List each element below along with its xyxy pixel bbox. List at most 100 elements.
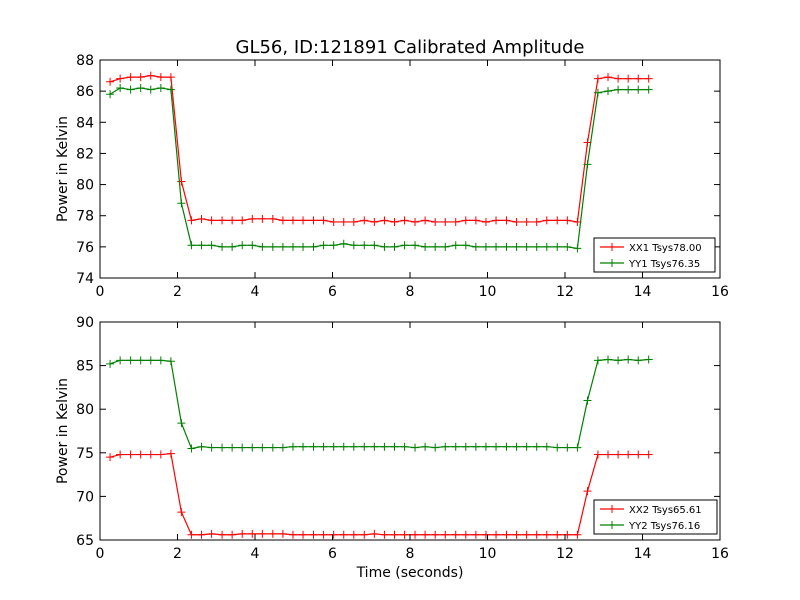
data-point — [166, 357, 175, 366]
data-point — [339, 442, 348, 451]
data-point — [329, 442, 338, 451]
data-point — [207, 216, 216, 225]
data-point — [604, 73, 613, 82]
data-point — [421, 442, 430, 451]
bottom-plot: 0 2 4 6 8 10 12 14 16 65 70 75 80 85 90 Power in Kelvin… — [55, 315, 729, 581]
y-tick-label: 74 — [76, 271, 94, 287]
y-tick-label: 88 — [76, 53, 94, 69]
data-point — [512, 217, 521, 226]
data-point — [502, 242, 511, 251]
y-tick-label: 85 — [76, 359, 94, 375]
x-tick-label: 0 — [96, 284, 105, 300]
chart-title: GL56, ID:121891 Calibrated Amplitude — [236, 37, 585, 58]
legend-label-2: YY1 Tsys76.35 — [628, 259, 700, 270]
data-point — [573, 530, 582, 539]
data-point — [370, 241, 379, 250]
data-point — [268, 529, 277, 538]
x-tick-label: 16 — [711, 546, 729, 562]
data-point — [360, 442, 369, 451]
data-point — [441, 242, 450, 251]
data-point — [604, 450, 613, 459]
data-point — [258, 214, 267, 223]
data-point — [451, 241, 460, 250]
data-point — [411, 241, 420, 250]
data-point — [421, 530, 430, 539]
x-tick-label: 6 — [328, 284, 337, 300]
data-point — [573, 244, 582, 253]
data-point — [380, 442, 389, 451]
data-point — [522, 242, 531, 251]
data-point — [248, 214, 257, 223]
data-point — [431, 217, 440, 226]
data-point — [563, 242, 572, 251]
data-point — [512, 530, 521, 539]
data-point — [116, 84, 125, 93]
data-point — [370, 217, 379, 226]
data-point — [553, 216, 562, 225]
data-point — [380, 242, 389, 251]
data-point — [278, 216, 287, 225]
data-point — [461, 530, 470, 539]
data-point — [441, 442, 450, 451]
data-point — [207, 443, 216, 452]
data-point — [542, 242, 551, 251]
data-point — [238, 529, 247, 538]
data-point — [604, 87, 613, 96]
data-point — [177, 419, 186, 428]
data-point — [319, 530, 328, 539]
data-point — [553, 443, 562, 452]
data-point — [299, 442, 308, 451]
data-point — [614, 74, 623, 83]
data-point — [624, 450, 633, 459]
data-point — [218, 242, 227, 251]
data-point — [461, 216, 470, 225]
data-point — [634, 356, 643, 365]
data-point — [421, 242, 430, 251]
data-point — [380, 216, 389, 225]
legend-marker-1 — [608, 243, 616, 251]
data-point — [268, 214, 277, 223]
data-point — [481, 242, 490, 251]
data-point — [532, 442, 541, 451]
data-point — [522, 530, 531, 539]
data-point — [431, 443, 440, 452]
y-tick-label: 90 — [76, 315, 94, 331]
data-point — [309, 530, 318, 539]
data-point — [136, 73, 145, 82]
data-point — [502, 216, 511, 225]
data-point — [471, 216, 480, 225]
data-point — [349, 442, 358, 451]
data-point — [451, 217, 460, 226]
top-plot: 0 2 4 6 8 10 12 14 16 74 76 78 80 82 84 86 88 Power in Ke… — [55, 53, 729, 300]
data-point — [624, 355, 633, 364]
data-point — [644, 355, 653, 364]
legend-label-1: XX1 Tsys78.00 — [629, 243, 702, 254]
data-point — [187, 530, 196, 539]
data-point — [604, 355, 613, 364]
legend-label-1: XX2 Tsys65.61 — [629, 505, 702, 516]
data-point — [593, 450, 602, 459]
data-point — [166, 73, 175, 82]
data-point — [309, 242, 318, 251]
data-point — [258, 242, 267, 251]
data-point — [532, 530, 541, 539]
data-point — [146, 71, 155, 80]
data-point — [360, 241, 369, 250]
data-point — [563, 443, 572, 452]
data-point — [644, 450, 653, 459]
data-point — [370, 529, 379, 538]
y-tick-label: 82 — [76, 146, 94, 162]
data-point — [553, 530, 562, 539]
y-tick-label: 84 — [76, 115, 94, 131]
data-point — [431, 242, 440, 251]
data-point — [502, 442, 511, 451]
data-point — [126, 356, 135, 365]
data-point — [278, 443, 287, 452]
data-point — [492, 442, 501, 451]
data-point — [471, 242, 480, 251]
data-point — [471, 530, 480, 539]
data-point — [522, 217, 531, 226]
x-tick-label: 2 — [173, 546, 182, 562]
data-point — [197, 214, 206, 223]
data-point — [532, 242, 541, 251]
